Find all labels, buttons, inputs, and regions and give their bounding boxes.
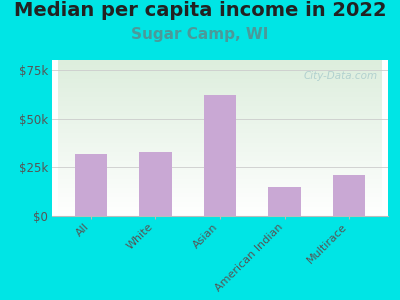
Bar [204,95,236,216]
Bar [333,175,365,216]
Bar [139,152,172,216]
Text: City-Data.com: City-Data.com [304,71,378,81]
Text: Sugar Camp, WI: Sugar Camp, WI [131,27,269,42]
Text: Median per capita income in 2022: Median per capita income in 2022 [14,2,386,20]
Bar [268,187,301,216]
Bar [75,154,107,216]
